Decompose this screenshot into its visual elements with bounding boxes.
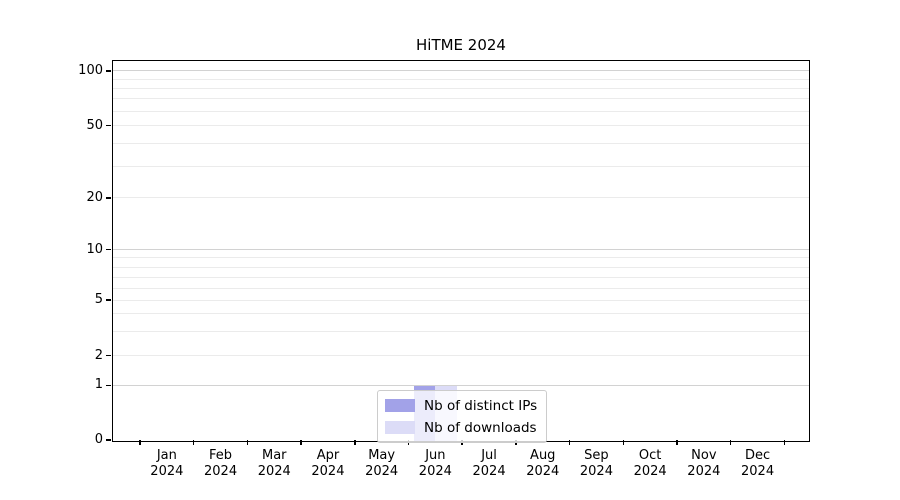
year-label: 2024 [150,464,184,479]
month-label: Dec [744,448,771,463]
x-tick-label-jun: Jun 2024 [407,448,463,480]
gridline-minor-2 [113,355,809,357]
gridline-minor-20 [113,197,809,199]
gridline-major-1 [113,384,809,386]
month-label: Aug [530,448,556,463]
year-label: 2024 [418,464,452,479]
y-tick-label-1: 1 [94,377,103,393]
y-tick-label-50: 50 [86,117,103,133]
x-tick-mark-2 [246,440,249,445]
gridline-minor-50 [113,125,809,126]
month-label: Jul [481,448,497,463]
x-tick-mark-8 [568,440,571,445]
y-tick-label-100: 100 [78,62,103,78]
year-label: 2024 [365,464,399,479]
x-tick-label-aug: Aug 2024 [515,448,571,480]
gridline-minor-30 [113,165,809,167]
y-tick-mark-100 [106,70,111,72]
legend-label-1: Nb of downloads [424,419,537,436]
y-tick-mark-10 [106,248,111,251]
x-tick-mark-1 [192,440,195,445]
x-tick-mark-4 [354,440,356,445]
year-label: 2024 [257,464,291,479]
year-label: 2024 [526,464,560,479]
gridline-minor-60 [113,110,809,112]
y-tick-mark-2 [106,354,111,357]
month-label: Jan [156,448,177,463]
y-tick-mark-1 [106,384,111,387]
gridline-minor-3 [113,331,809,333]
gridline-minor-7 [113,276,809,278]
y-tick-label-5: 5 [94,292,103,308]
month-label: Jun [425,448,446,463]
x-tick-label-feb: Feb 2024 [193,448,249,480]
gridline-minor-70 [113,98,809,100]
month-label: Apr [316,448,340,463]
x-tick-label-jan: Jan 2024 [139,448,195,480]
year-label: 2024 [633,464,667,479]
legend-swatch-icon [385,421,415,434]
x-tick-label-jul: Jul 2024 [461,448,517,480]
legend: Nb of distinct IPs Nb of downloads [377,390,548,443]
month-label: May [368,448,396,463]
year-label: 2024 [311,464,345,479]
gridline-major-10 [113,249,809,250]
y-tick-mark-20 [106,197,111,199]
x-tick-mark-11 [729,440,732,445]
plot-area: 0 1 2 5 10 20 50 100 Jan 2024 Feb 2024 Mar 2024 Apr 20… [78,60,810,479]
x-tick-label-oct: Oct 2024 [622,448,678,480]
x-tick-label-dec: Dec 2024 [730,448,786,480]
x-tick-mark-0 [139,440,141,445]
x-tick-mark-9 [622,440,625,445]
x-tick-mark-12 [783,440,786,445]
month-label: Mar [261,448,287,463]
year-label: 2024 [741,464,775,479]
year-label: 2024 [204,464,238,479]
year-label: 2024 [687,464,721,479]
year-label: 2024 [472,464,506,479]
month-label: Oct [638,448,662,463]
y-tick-label-2: 2 [94,347,103,363]
gridline-minor-90 [113,78,809,80]
gridline-minor-80 [113,88,809,89]
legend-row-1: Nb of downloads [385,418,537,437]
gridline-minor-4 [113,313,809,315]
month-label: Sep [584,448,609,463]
gridline-minor-8 [113,266,809,268]
gridline-major-100 [113,70,809,72]
x-tick-label-apr: Apr 2024 [300,448,356,480]
y-tick-label-20: 20 [86,189,103,205]
y-tick-mark-0 [106,439,111,441]
legend-swatch-icon [385,399,415,412]
x-tick-label-mar: Mar 2024 [246,448,302,480]
x-tick-mark-10 [676,440,678,445]
y-tick-mark-5 [106,299,111,301]
year-label: 2024 [579,464,613,479]
month-label: Nov [691,448,717,463]
gridline-minor-5 [113,299,809,301]
y-tick-label-10: 10 [86,241,103,257]
x-tick-label-may: May 2024 [354,448,410,480]
gridline-minor-6 [113,287,809,289]
x-tick-label-nov: Nov 2024 [676,448,732,480]
gridline-minor-40 [113,142,809,144]
y-tick-mark-50 [106,124,111,127]
month-label: Feb [209,448,233,463]
y-tick-label-0: 0 [94,432,103,447]
legend-label-0: Nb of distinct IPs [424,397,538,414]
legend-row-0: Nb of distinct IPs [385,396,537,415]
x-tick-mark-3 [300,440,302,445]
x-tick-label-sep: Sep 2024 [568,448,624,480]
gridline-minor-9 [113,256,809,258]
chart-title: HiTME 2024 [416,36,506,54]
